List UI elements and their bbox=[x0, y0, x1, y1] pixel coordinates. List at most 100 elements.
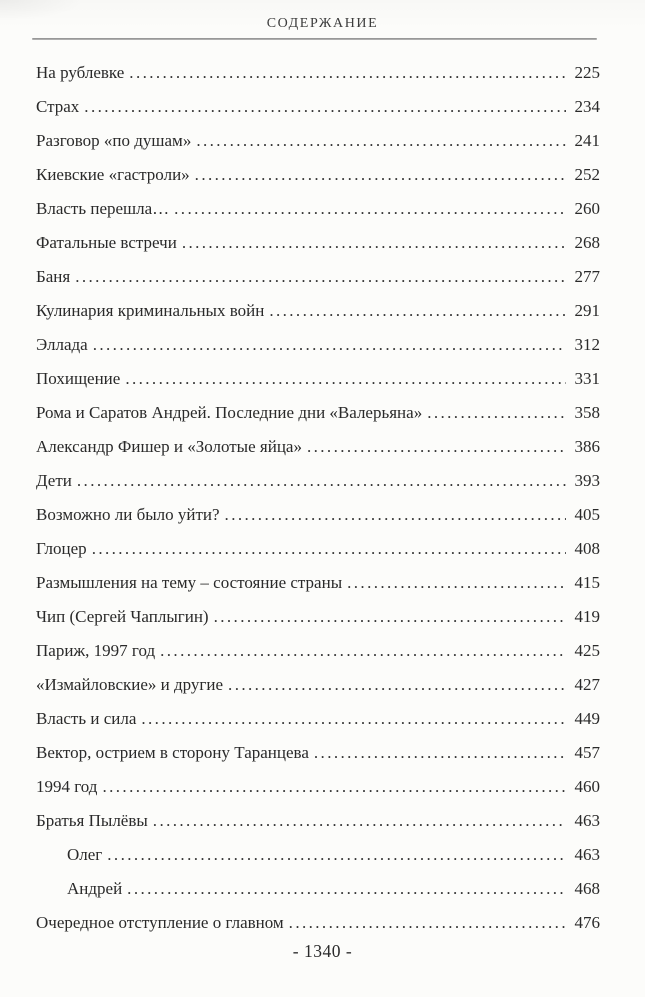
dot-leader bbox=[196, 124, 566, 158]
toc-entry: 1994 год 460 bbox=[36, 770, 600, 804]
toc-entry-title: На рублевке bbox=[36, 63, 125, 82]
toc-entry: Страх 234 bbox=[36, 90, 600, 124]
dot-leader bbox=[102, 770, 566, 804]
header-rule bbox=[32, 38, 597, 40]
toc-entry-page: 312 bbox=[574, 335, 601, 354]
dot-leader bbox=[160, 634, 566, 668]
toc-entry: Размышления на тему – состояние страны 4… bbox=[36, 566, 600, 600]
toc-entry-page: 408 bbox=[574, 539, 601, 558]
footer-page-number: - 1340 - bbox=[292, 941, 353, 961]
toc-entry-page: 457 bbox=[574, 743, 601, 762]
toc-entry-title: Александр Фишер и «Золотые яйца» bbox=[36, 437, 302, 456]
dot-leader bbox=[225, 498, 566, 532]
dot-leader bbox=[289, 906, 566, 940]
toc-entry-title: Фатальные встречи bbox=[36, 233, 177, 252]
toc-entry: Вектор, острием в сторону Таранцева 457 bbox=[36, 736, 600, 770]
toc-entry: Эллада 312 bbox=[36, 328, 600, 362]
toc-entry-title: Париж, 1997 год bbox=[36, 641, 156, 660]
toc-entry: Дети 393 bbox=[36, 464, 600, 498]
toc-entry-title: Размышления на тему – состояние страны bbox=[36, 573, 343, 592]
toc-entry-title: Кулинария криминальных войн bbox=[36, 301, 265, 320]
toc-entry-page: 386 bbox=[574, 437, 601, 456]
toc-entry-title: Разговор «по душам» bbox=[36, 131, 192, 150]
toc-entry-title: Очередное отступление о главном bbox=[36, 913, 284, 932]
toc-entry: Рома и Саратов Андрей. Последние дни «Ва… bbox=[36, 396, 600, 430]
toc-entry-page: 241 bbox=[574, 131, 601, 150]
toc-entry-page: 331 bbox=[574, 369, 601, 388]
dot-leader bbox=[141, 702, 566, 736]
toc-entry-title: Рома и Саратов Андрей. Последние дни «Ва… bbox=[36, 403, 423, 422]
toc-entry: Фатальные встречи 268 bbox=[36, 226, 600, 260]
dot-leader bbox=[314, 736, 566, 770]
toc-entry-page: 427 bbox=[574, 675, 601, 694]
toc-entry: На рублевке 225 bbox=[36, 56, 600, 90]
toc-entry: Александр Фишер и «Золотые яйца» 386 bbox=[36, 430, 600, 464]
toc-entry-page: 252 bbox=[574, 165, 601, 184]
toc-entry-page: 260 bbox=[574, 199, 601, 218]
toc-entry-title: Власть и сила bbox=[36, 709, 137, 728]
dot-leader bbox=[153, 804, 566, 838]
dot-leader bbox=[127, 872, 566, 906]
toc-entry-title: Баня bbox=[36, 267, 71, 286]
toc-entry-title: Андрей bbox=[67, 879, 123, 898]
toc-entry-page: 225 bbox=[574, 63, 601, 82]
dot-leader bbox=[195, 158, 566, 192]
dot-leader bbox=[107, 838, 566, 872]
toc-entry: Власть и сила 449 bbox=[36, 702, 600, 736]
toc-entry: Баня 277 bbox=[36, 260, 600, 294]
toc-entry-title: Киевские «гастроли» bbox=[36, 165, 190, 184]
toc-entry-page: 234 bbox=[574, 97, 601, 116]
toc-entry: Чип (Сергей Чаплыгин) 419 bbox=[36, 600, 600, 634]
dot-leader bbox=[214, 600, 566, 634]
toc-entry-title: Дети bbox=[36, 471, 72, 490]
toc-entry: Олег 463 bbox=[36, 838, 600, 872]
toc-entry-title: Похищение bbox=[36, 369, 121, 388]
toc-entry-title: «Измайловские» и другие bbox=[36, 675, 224, 694]
toc-list: На рублевке 225 Страх 234 Разговор «по д… bbox=[36, 56, 600, 940]
toc-entry-title: Эллада bbox=[36, 335, 88, 354]
dot-leader bbox=[347, 566, 566, 600]
dot-leader bbox=[269, 294, 566, 328]
toc-entry-page: 358 bbox=[574, 403, 601, 422]
toc-entry: Париж, 1997 год 425 bbox=[36, 634, 600, 668]
dot-leader bbox=[77, 464, 566, 498]
toc-entry-title: Власть перешла… bbox=[36, 199, 170, 218]
toc-entry-page: 449 bbox=[574, 709, 601, 728]
toc-entry-page: 393 bbox=[574, 471, 601, 490]
toc-entry-page: 268 bbox=[574, 233, 601, 252]
toc-entry-page: 476 bbox=[574, 913, 601, 932]
toc-entry: Власть перешла… 260 bbox=[36, 192, 600, 226]
toc-entry-page: 463 bbox=[574, 811, 601, 830]
toc-entry-page: 405 bbox=[574, 505, 601, 524]
toc-entry-title: Возможно ли было уйти? bbox=[36, 505, 220, 524]
toc-entry-page: 277 bbox=[574, 267, 601, 286]
toc-entry-title: Братья Пылёвы bbox=[36, 811, 148, 830]
toc-entry: Возможно ли было уйти? 405 bbox=[36, 498, 600, 532]
toc-entry-page: 415 bbox=[574, 573, 601, 592]
toc-entry-title: Олег bbox=[67, 845, 103, 864]
dot-leader bbox=[84, 90, 566, 124]
toc-entry: «Измайловские» и другие 427 bbox=[36, 668, 600, 702]
toc-entry-page: 419 bbox=[574, 607, 601, 626]
dot-leader bbox=[129, 56, 566, 90]
dot-leader bbox=[174, 192, 566, 226]
toc-entry-title: Страх bbox=[36, 97, 80, 116]
toc-entry: Похищение 331 bbox=[36, 362, 600, 396]
toc-entry: Очередное отступление о главном 476 bbox=[36, 906, 600, 940]
dot-leader bbox=[307, 430, 566, 464]
page-title: СОДЕРЖАНИЕ bbox=[266, 16, 379, 31]
toc-entry-page: 468 bbox=[574, 879, 601, 898]
toc-entry-title: 1994 год bbox=[36, 777, 98, 796]
dot-leader bbox=[75, 260, 566, 294]
toc-entry-page: 463 bbox=[574, 845, 601, 864]
dot-leader bbox=[92, 532, 566, 566]
toc-entry: Глоцер 408 bbox=[36, 532, 600, 566]
toc-entry: Кулинария криминальных войн 291 bbox=[36, 294, 600, 328]
dot-leader bbox=[125, 362, 566, 396]
toc-entry-page: 460 bbox=[574, 777, 601, 796]
toc-entry-page: 291 bbox=[574, 301, 601, 320]
dot-leader bbox=[228, 668, 566, 702]
toc-entry-title: Глоцер bbox=[36, 539, 87, 558]
dot-leader bbox=[93, 328, 566, 362]
